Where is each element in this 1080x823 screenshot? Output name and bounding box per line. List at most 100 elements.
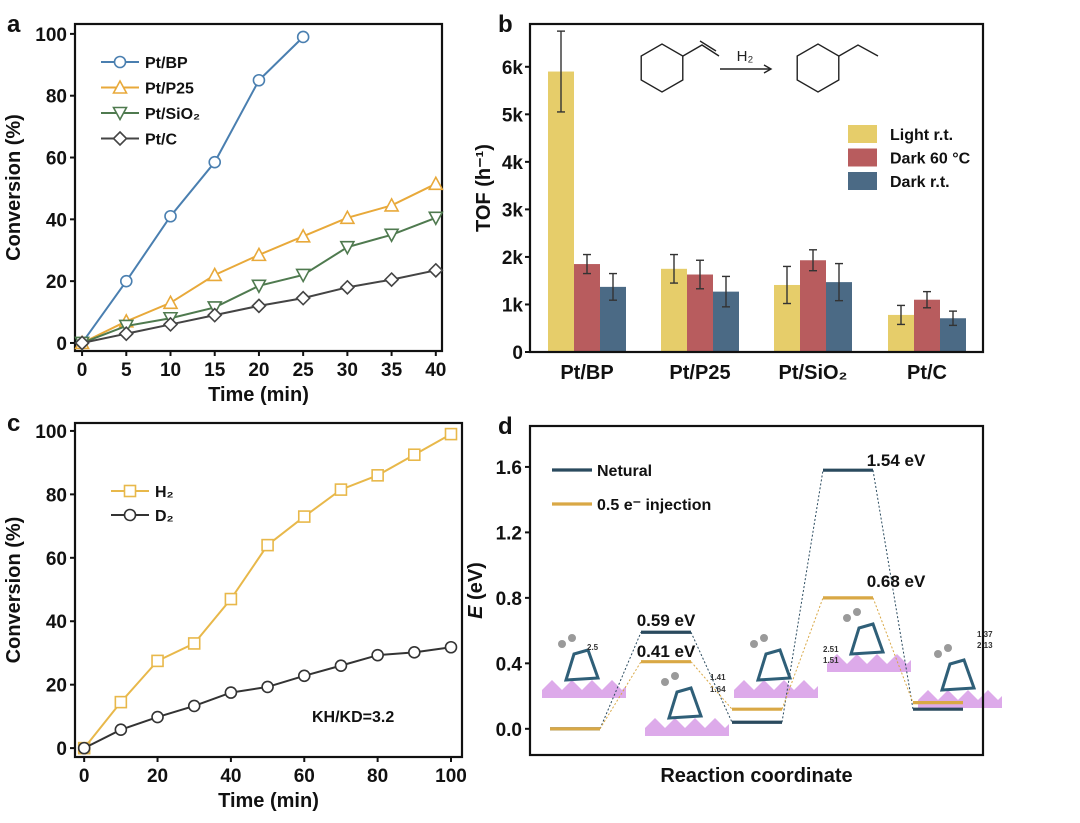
y-tick-label: 60 xyxy=(46,149,67,170)
data-point xyxy=(371,648,384,662)
y-axis-symbol: E xyxy=(465,605,487,619)
data-point xyxy=(119,274,133,288)
panel-label: d xyxy=(498,413,513,440)
data-point xyxy=(339,209,356,225)
molecule-atom-icon xyxy=(671,672,679,680)
data-point xyxy=(383,197,400,212)
legend-label: Netural xyxy=(597,463,652,480)
y-tick-label: 20 xyxy=(46,676,67,697)
data-point xyxy=(162,316,179,333)
x-tick-label: 10 xyxy=(160,360,181,381)
bar xyxy=(574,264,600,352)
panel-label: c xyxy=(7,410,20,437)
y-tick-label: 0.0 xyxy=(496,720,522,741)
data-point xyxy=(339,279,356,295)
y-axis-label: Conversion (%) xyxy=(3,517,25,664)
x-tick-label: 100 xyxy=(435,766,467,787)
legend-marker xyxy=(112,130,128,147)
panel-a: 0 5 10 15 20 25 30 35 40 0 20 40 60 80 100 Time (min) Co… xyxy=(3,11,446,406)
connector-line xyxy=(690,661,733,710)
barrier-label: 1.54 eV xyxy=(867,451,926,470)
x-tick-label: 80 xyxy=(367,766,388,787)
benzene-ring-icon xyxy=(796,43,840,93)
legend-swatch xyxy=(848,172,877,190)
data-point xyxy=(151,710,164,724)
y-tick-label: 5k xyxy=(502,105,524,126)
data-point xyxy=(251,279,267,294)
bond-length-label: 1.41 xyxy=(710,673,726,682)
bar xyxy=(800,260,826,352)
pt-cluster-icon xyxy=(939,658,977,692)
molecule-atom-icon xyxy=(558,640,566,648)
kinetic-isotope-annotation: KH/KD=3.2 xyxy=(312,709,394,726)
bond-length-label: 1.64 xyxy=(710,685,726,694)
bond-length-label: 2.5 xyxy=(587,643,599,652)
legend-label: Pt/C xyxy=(145,132,177,149)
y-tick-label: 4k xyxy=(502,153,524,174)
x-category-label: Pt/C xyxy=(907,362,947,384)
x-axis-label: Reaction coordinate xyxy=(660,765,852,787)
x-tick-label: 35 xyxy=(381,360,403,381)
legend-label: Pt/BP xyxy=(145,55,188,72)
connector-line xyxy=(872,470,914,710)
bar xyxy=(548,71,574,353)
y-axis-unit: (eV) xyxy=(465,562,487,605)
legend-marker xyxy=(123,508,137,522)
bond-length-label: 1.37 xyxy=(977,630,993,639)
reagent-label: H₂ xyxy=(737,48,754,65)
data-point xyxy=(444,427,458,441)
data-point xyxy=(251,246,267,262)
legend-label: Pt/P25 xyxy=(145,81,194,98)
y-tick-label: 100 xyxy=(35,25,67,46)
x-tick-label: 30 xyxy=(337,360,358,381)
y-tick-label: 6k xyxy=(502,58,524,79)
molecule-atom-icon xyxy=(661,678,669,686)
data-point xyxy=(261,680,274,694)
legend-swatch xyxy=(848,125,877,143)
y-tick-label: 0 xyxy=(56,739,67,760)
y-tick-label: 20 xyxy=(46,272,67,293)
data-point xyxy=(408,646,421,659)
arrowhead-icon xyxy=(763,64,773,74)
barrier-label: 0.68 eV xyxy=(867,572,926,591)
y-tick-label: 1.2 xyxy=(496,523,522,544)
x-category-label: Pt/SiO₂ xyxy=(779,362,848,384)
legend-label: H₂ xyxy=(155,484,174,501)
y-axis-label: TOF (h⁻¹) xyxy=(473,144,495,232)
panel-d: 2.5 1.41 1.64 2.51 1.51 1.37 2.13 Netural 0.5 e⁻… xyxy=(465,413,1002,787)
data-point xyxy=(444,640,458,654)
y-tick-label: 60 xyxy=(46,549,67,570)
data-point xyxy=(208,155,222,169)
data-point xyxy=(371,469,384,482)
x-tick-label: 25 xyxy=(293,360,315,381)
barrier-label: 0.41 eV xyxy=(637,642,696,661)
plot-frame xyxy=(528,424,985,757)
x-axis-label: Time (min) xyxy=(208,384,309,406)
ethyl-group-icon xyxy=(838,44,879,57)
series-line-0 xyxy=(81,36,304,344)
legend-marker xyxy=(113,55,127,69)
molecule-atom-icon xyxy=(750,640,758,648)
bond-length-label: 1.51 xyxy=(823,656,839,665)
legend-label: 0.5 e⁻ injection xyxy=(597,497,711,514)
legend-label: Dark 60 °C xyxy=(890,151,971,168)
data-point xyxy=(295,268,312,284)
panel-label: a xyxy=(7,11,21,38)
support-structure-icon xyxy=(734,680,818,698)
data-point xyxy=(408,448,421,462)
data-point xyxy=(224,592,238,606)
pt-cluster-icon xyxy=(666,686,704,720)
data-point xyxy=(114,695,128,709)
data-point xyxy=(261,538,274,552)
x-tick-label: 20 xyxy=(147,766,168,787)
x-tick-label: 0 xyxy=(77,360,88,381)
y-tick-label: 0 xyxy=(512,343,523,364)
data-point xyxy=(297,510,311,523)
support-structure-icon xyxy=(542,680,626,698)
series-line-1 xyxy=(81,182,437,344)
data-point xyxy=(224,686,238,699)
molecule-atom-icon xyxy=(760,634,768,642)
y-tick-label: 0.4 xyxy=(496,654,523,675)
benzene-ring-icon xyxy=(640,43,684,93)
data-point xyxy=(164,209,177,223)
